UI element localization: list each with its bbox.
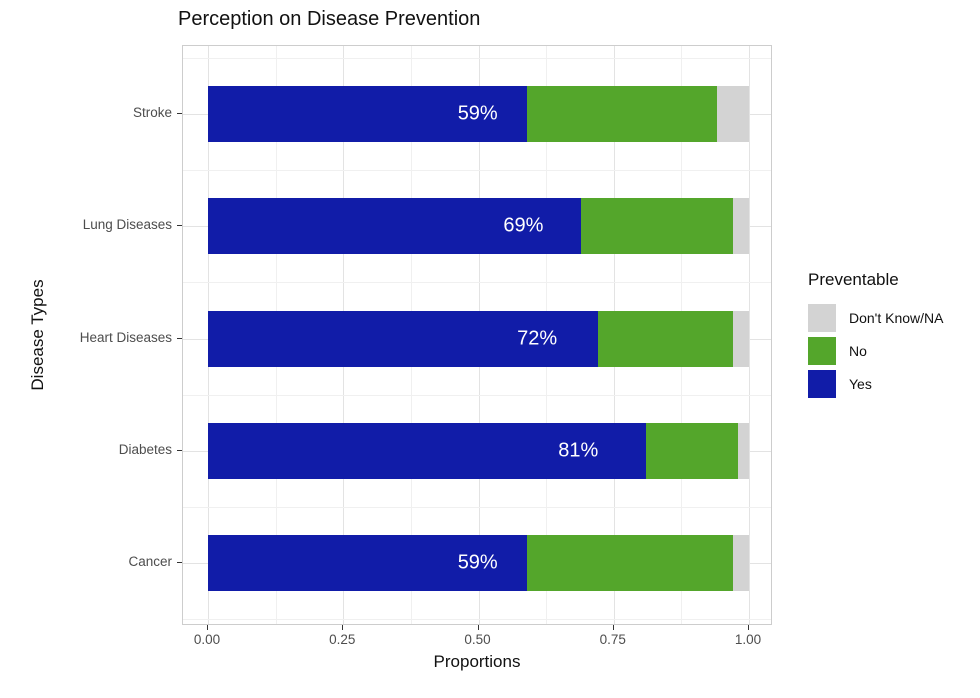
bar-segment-no	[527, 86, 717, 142]
legend-item-no: No	[800, 337, 944, 365]
gridline-horizontal-minor	[183, 57, 771, 59]
legend-items: Don't Know/NA No Yes	[800, 304, 944, 398]
y-axis-label-lung-diseases: Lung Diseases	[82, 217, 172, 233]
x-tick-label: 0.25	[329, 632, 356, 647]
legend-swatch-don-t-know-na	[808, 304, 836, 332]
bar-value-label: 59%	[457, 102, 498, 125]
y-axis-tick	[177, 449, 182, 451]
y-axis-label-diabetes: Diabetes	[118, 441, 172, 457]
x-tick-label: 0.50	[464, 632, 491, 647]
bar-segment-no	[527, 535, 733, 592]
chart-title: Perception on Disease Prevention	[178, 8, 481, 30]
x-tick-label: 0.00	[193, 632, 221, 647]
y-axis-tick	[177, 562, 182, 564]
x-axis-tick	[748, 625, 749, 630]
x-axis-tick	[207, 625, 208, 630]
gridline-horizontal-minor	[183, 507, 771, 509]
bar-segment-don-t-know-na	[716, 86, 749, 142]
bar-segment-don-t-know-na	[732, 535, 749, 592]
x-axis-tick	[612, 625, 614, 630]
bar-segment-yes: 69%	[208, 198, 582, 255]
bar-segment-yes: 81%	[208, 422, 647, 479]
bar-segment-yes: 59%	[208, 535, 528, 592]
plot-panel: 59% 69% 72% 81% 59%	[182, 45, 772, 625]
bar-value-label: 72%	[517, 327, 558, 350]
x-tick-label: 0.75	[599, 632, 626, 647]
legend-label-don-t-know-na: Don't Know/NA	[849, 310, 944, 326]
bar-segment-don-t-know-na	[732, 198, 749, 255]
x-axis-tick	[342, 625, 344, 630]
gridline-horizontal-minor	[183, 394, 771, 396]
legend-label-yes: Yes	[849, 376, 872, 392]
bar-value-label: 69%	[503, 214, 544, 237]
y-axis-tick	[177, 113, 182, 114]
bar-segment-don-t-know-na	[738, 422, 749, 479]
gridline-horizontal-minor	[183, 619, 771, 621]
y-axis-label-stroke: Stroke	[132, 105, 172, 120]
legend: Preventable Don't Know/NA No Yes	[800, 270, 944, 403]
bar-segment-no	[581, 198, 733, 255]
x-axis-tick	[477, 625, 479, 630]
bar-value-label: 59%	[457, 551, 498, 574]
y-axis-tick	[177, 337, 182, 339]
y-axis-label-heart-diseases: Heart Diseases	[79, 329, 172, 345]
bar-segment-yes: 72%	[208, 310, 598, 367]
gridline-horizontal-minor	[183, 282, 771, 284]
x-axis-title: Proportions	[433, 652, 521, 671]
gridline-horizontal-minor	[183, 170, 771, 172]
y-axis-tick	[177, 225, 182, 227]
legend-item-yes: Yes	[800, 370, 944, 398]
legend-item-don-t-know-na: Don't Know/NA	[800, 304, 944, 332]
bar-segment-no	[597, 310, 733, 367]
gridline-vertical-major	[749, 46, 750, 624]
legend-swatch-no	[808, 337, 836, 365]
x-tick-label: 1.00	[734, 632, 762, 647]
bar-segment-yes: 59%	[208, 86, 528, 142]
y-axis-label-cancer: Cancer	[128, 554, 172, 570]
bar-value-label: 81%	[558, 439, 599, 462]
bar-segment-don-t-know-na	[732, 310, 749, 367]
legend-label-no: No	[849, 343, 867, 359]
bar-segment-no	[646, 422, 739, 479]
legend-swatch-yes	[808, 370, 836, 398]
legend-title: Preventable	[808, 270, 899, 289]
